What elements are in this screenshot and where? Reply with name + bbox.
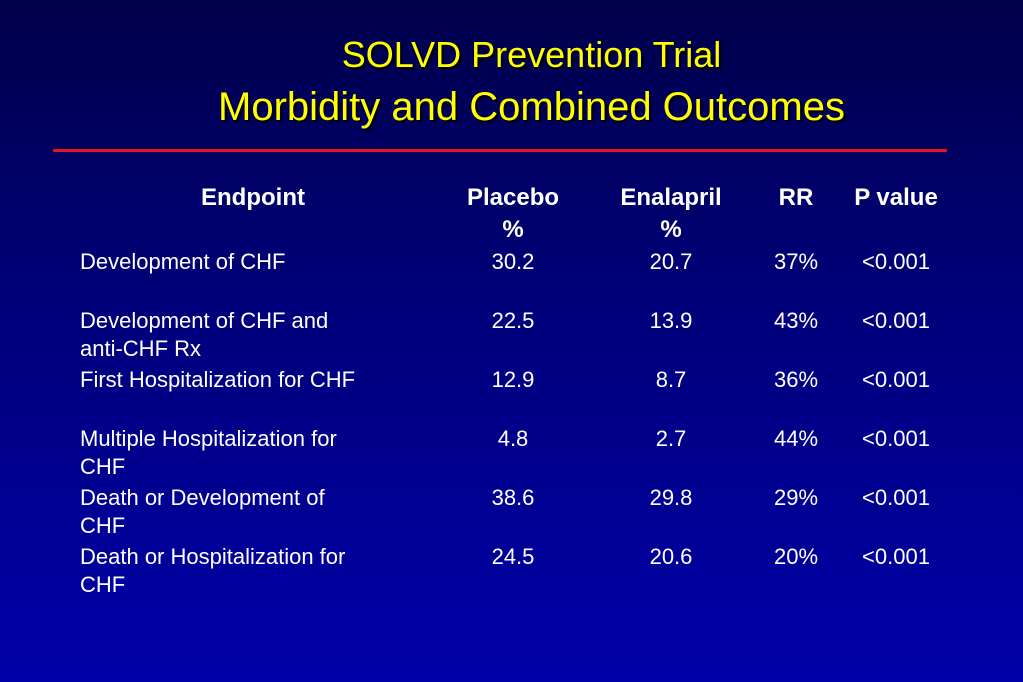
- rr-cell: 37%: [773, 249, 819, 274]
- enalapril-cell: 8.7: [655, 367, 687, 392]
- pvalue-cell: <0.001: [862, 544, 930, 569]
- pvalue-cell: <0.001: [862, 426, 930, 451]
- slide-title: SOLVD Prevention Trial: [341, 34, 722, 75]
- placebo-cell: 24.5: [491, 544, 535, 569]
- endpoint-cell: Development of CHF: [80, 249, 286, 274]
- header-endpoint: Endpoint: [201, 184, 305, 211]
- placebo-cell: 22.5: [491, 308, 535, 333]
- enalapril-cell: 13.9: [649, 308, 693, 333]
- pvalue-cell: <0.001: [862, 308, 930, 333]
- header-pvalue: P value: [854, 184, 938, 211]
- slide-subtitle: Morbidity and Combined Outcomes: [218, 85, 845, 129]
- enalapril-cell: 20.7: [649, 249, 693, 274]
- endpoint-cell: Death or Development of CHF: [80, 485, 325, 538]
- pvalue-cell: <0.001: [862, 367, 930, 392]
- endpoint-cell: Multiple Hospitalization for CHF: [80, 426, 337, 479]
- placebo-cell: 12.9: [491, 367, 535, 392]
- pvalue-cell: <0.001: [862, 249, 930, 274]
- endpoint-cell: Death or Hospitalization for CHF: [80, 544, 346, 597]
- rr-cell: 44%: [773, 426, 819, 451]
- endpoint-cell: First Hospitalization for CHF: [80, 367, 356, 392]
- placebo-cell: 30.2: [491, 249, 535, 274]
- pvalue-cell: <0.001: [862, 485, 930, 510]
- header-rr: RR: [778, 184, 814, 211]
- header-placebo: Placebo %: [466, 184, 560, 243]
- enalapril-cell: 29.8: [649, 485, 693, 510]
- rr-cell: 43%: [773, 308, 819, 333]
- placebo-cell: 4.8: [497, 426, 529, 451]
- header-enalapril: Enalapril %: [620, 184, 722, 243]
- rr-cell: 36%: [773, 367, 819, 392]
- rr-cell: 20%: [773, 544, 819, 569]
- endpoint-cell: Development of CHF and anti-CHF Rx: [80, 308, 329, 361]
- enalapril-cell: 20.6: [649, 544, 693, 569]
- placebo-cell: 38.6: [491, 485, 535, 510]
- title-divider: [53, 149, 947, 152]
- rr-cell: 29%: [773, 485, 819, 510]
- enalapril-cell: 2.7: [655, 426, 687, 451]
